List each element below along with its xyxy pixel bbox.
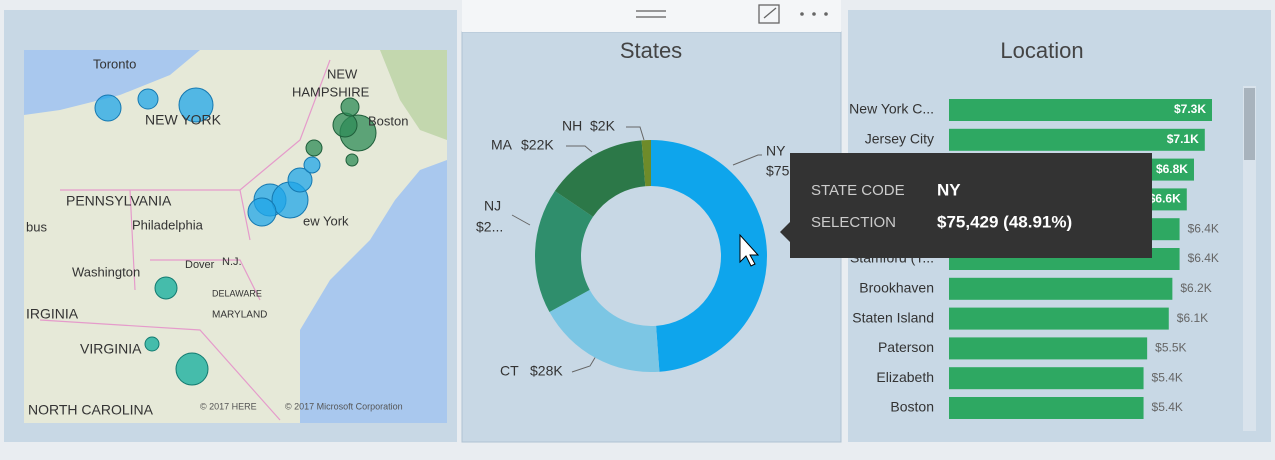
bar	[949, 307, 1169, 330]
slice-value-label: $28K	[530, 363, 563, 379]
donut-slice	[535, 191, 594, 313]
map-label: Philadelphia	[132, 217, 204, 232]
map-label: Toronto	[93, 56, 136, 71]
slice-label: MA	[491, 137, 513, 153]
category-label: Staten Island	[852, 309, 934, 325]
map-bubbles	[94, 87, 321, 227]
slice-value-label: $22K	[521, 137, 554, 153]
map-bubbles-teal	[144, 276, 209, 386]
scrollbar-track[interactable]	[1243, 86, 1256, 431]
chart-title: Location	[1000, 38, 1083, 63]
bar-value-label: $5.4K	[1152, 370, 1183, 384]
cursor	[739, 233, 760, 267]
forest	[380, 50, 447, 140]
copyright: © 2017 HERE	[200, 401, 257, 411]
map-label: VIRGINIA	[80, 341, 142, 357]
map-label: NEW	[327, 66, 358, 81]
donut-slice	[554, 140, 646, 217]
focus-icon[interactable]	[758, 4, 780, 24]
donut-slice	[549, 289, 660, 372]
map-label: NORTH CAROLINA	[28, 402, 154, 418]
slice-value-label: $2K	[590, 118, 616, 134]
map-bubbles-green	[305, 97, 377, 167]
bar	[949, 367, 1144, 390]
map-label: HAMPSHIRE	[292, 84, 370, 99]
category-label: Brookhaven	[859, 280, 934, 296]
map-label: Dover	[185, 259, 215, 271]
map[interactable]: Toronto NEW HAMPSHIRE NEW YORK Boston PENNSYL…	[24, 50, 447, 423]
more-icon[interactable]	[800, 12, 828, 16]
bar-value-label: $6.6K	[1149, 192, 1181, 206]
category-label: Elizabeth	[876, 369, 934, 385]
map-label: NEW YORK	[145, 112, 222, 128]
lake	[24, 50, 200, 115]
bar	[949, 99, 1212, 121]
slice-label: CT	[500, 363, 519, 379]
map-label: bus	[26, 219, 47, 234]
borders	[39, 59, 331, 421]
category-label: Paterson	[878, 339, 934, 355]
bar-value-label: $6.8K	[1156, 162, 1188, 176]
donut-panel[interactable]	[461, 31, 842, 443]
bar-value-label: $7.3K	[1174, 102, 1206, 116]
slice-value-label: $75	[766, 163, 790, 179]
bar	[949, 397, 1144, 419]
tooltip-key: SELECTION	[811, 214, 896, 231]
bar-value-label: $6.4K	[1188, 221, 1219, 235]
tooltip: STATE CODE NY SELECTION $75,429 (48.91%)	[780, 153, 1152, 258]
tooltip-box	[780, 153, 1152, 258]
map-label: DELAWARE	[212, 288, 262, 298]
map-label: N.J.	[222, 256, 242, 268]
category-label: New York C...	[849, 101, 934, 117]
slice-label: NJ	[484, 198, 501, 214]
map-label: MARYLAND	[212, 310, 267, 321]
drag-handle[interactable]	[636, 10, 666, 18]
panel-header	[462, 0, 841, 32]
copyright: © 2017 Microsoft Corporation	[285, 401, 403, 411]
map-label: ew York	[303, 213, 349, 228]
bar-value-label: $6.2K	[1180, 281, 1211, 295]
ocean	[300, 160, 447, 423]
donut-slice	[651, 140, 767, 372]
bar-value-label: $6.4K	[1188, 251, 1219, 265]
donut-slice	[641, 140, 651, 187]
bar-value-label: $5.5K	[1155, 341, 1186, 355]
slice-value-label: $2...	[476, 219, 503, 235]
map-label: Washington	[72, 264, 140, 279]
leader-lines	[511, 126, 762, 373]
chart-title: States	[620, 38, 682, 63]
scrollbar-thumb[interactable]	[1244, 88, 1255, 160]
slice-label: NY	[766, 143, 786, 159]
tooltip-value: NY	[937, 180, 961, 199]
category-label: Jersey City	[865, 131, 934, 147]
map-label: IRGINIA	[26, 306, 79, 322]
map-label: PENNSYLVANIA	[66, 193, 172, 209]
bar	[949, 277, 1173, 300]
bar	[949, 337, 1148, 360]
category-label: Boston	[890, 399, 934, 415]
bar-value-label: $5.4K	[1152, 400, 1183, 414]
map-label: Boston	[368, 113, 408, 128]
tooltip-value: $75,429 (48.91%)	[937, 212, 1072, 231]
slice-label: NH	[562, 118, 582, 134]
bar	[949, 128, 1205, 151]
bar-value-label: $7.1K	[1167, 132, 1199, 146]
bar-value-label: $6.1K	[1177, 311, 1208, 325]
tooltip-key: STATE CODE	[811, 182, 905, 199]
